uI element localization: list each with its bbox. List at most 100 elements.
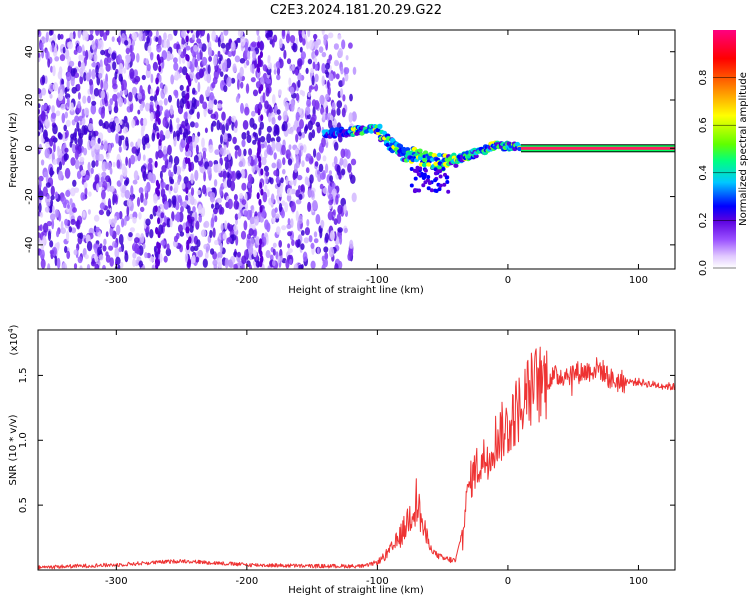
noise-blob	[219, 71, 224, 77]
noise-blob	[300, 185, 304, 192]
noise-blob	[196, 100, 200, 107]
noise-blob	[269, 254, 274, 261]
noise-blob	[236, 172, 242, 178]
noise-blob	[193, 44, 199, 52]
noise-blob	[253, 215, 260, 226]
noise-blob	[224, 257, 229, 269]
noise-blob	[52, 65, 56, 77]
noise-streak-blob	[186, 100, 190, 108]
noise-blob	[322, 187, 328, 195]
noise-blob	[181, 66, 188, 76]
noise-blob	[140, 192, 144, 203]
y-tick-label-top: -20	[24, 188, 35, 204]
noise-streak-blob	[187, 135, 192, 143]
noise-blob	[112, 83, 118, 90]
noise-blob	[217, 37, 221, 48]
noise-blob	[227, 51, 233, 58]
noise-blob	[60, 103, 66, 110]
noise-blob	[65, 189, 71, 198]
noise-blob	[191, 49, 195, 57]
noise-blob	[335, 60, 339, 66]
noise-blob	[77, 256, 83, 264]
noise-blob	[204, 252, 209, 259]
noise-blob	[99, 30, 104, 38]
noise-blob	[202, 101, 208, 110]
noise-blob	[165, 129, 171, 139]
noise-blob	[256, 30, 260, 36]
noise-blob	[246, 130, 250, 136]
noise-blob	[197, 249, 203, 258]
noise-blob	[230, 41, 236, 52]
noise-blob	[89, 79, 93, 86]
noise-blob	[131, 146, 137, 154]
noise-streak-blob	[185, 93, 189, 101]
noise-blob	[173, 30, 178, 37]
noise-blob	[89, 30, 94, 36]
noise-blob	[219, 147, 224, 155]
noise-blob	[142, 170, 147, 182]
noise-blob	[125, 156, 128, 166]
noise-blob	[112, 61, 117, 71]
noise-blob	[271, 140, 276, 152]
colorbar-tick-label: 0.8	[698, 70, 709, 86]
noise-blob	[285, 259, 290, 269]
noise-blob	[133, 69, 139, 78]
noise-blob	[190, 30, 194, 34]
noise-blob	[179, 44, 185, 50]
noise-blob	[118, 247, 122, 253]
noise-blob	[192, 34, 195, 41]
noise-blob	[83, 107, 90, 116]
noise-blob	[105, 254, 111, 263]
noise-blob	[275, 213, 280, 219]
noise-blob	[237, 148, 242, 157]
noise-blob	[102, 264, 106, 269]
noise-blob	[131, 32, 137, 40]
noise-blob	[250, 77, 256, 83]
noise-blob	[289, 258, 293, 265]
noise-blob	[77, 92, 81, 100]
noise-blob	[159, 170, 163, 180]
noise-blob	[289, 86, 295, 95]
noise-streak-blob	[186, 226, 190, 234]
noise-blob	[279, 255, 283, 262]
noise-blob	[213, 99, 218, 105]
noise-blob	[295, 92, 300, 102]
noise-blob	[318, 163, 324, 173]
noise-blob	[180, 205, 184, 213]
noise-blob	[240, 41, 244, 52]
noise-blob	[285, 149, 291, 160]
noise-blob	[194, 211, 198, 223]
noise-blob	[247, 173, 253, 184]
noise-blob	[276, 109, 281, 115]
noise-blob	[132, 179, 138, 185]
noise-blob	[79, 164, 83, 172]
noise-blob	[80, 61, 86, 71]
noise-blob	[61, 112, 66, 124]
noise-blob	[91, 62, 97, 68]
noise-blob	[267, 56, 271, 64]
noise-blob	[91, 93, 96, 100]
y-tick-label-top: 0	[24, 145, 35, 151]
noise-blob	[255, 236, 260, 245]
noise-blob	[109, 167, 113, 175]
noise-blob	[50, 65, 53, 73]
noise-blob	[295, 199, 302, 205]
noise-blob	[210, 248, 215, 255]
noise-blob	[174, 182, 179, 192]
noise-blob	[243, 210, 248, 217]
noise-blob	[45, 49, 49, 60]
x-tick-label-bottom: 0	[505, 576, 511, 587]
noise-blob	[199, 30, 206, 37]
signal-tail-blob	[437, 187, 442, 192]
noise-blob	[44, 206, 50, 213]
noise-blob	[124, 40, 129, 46]
signal-tail-blob	[417, 188, 422, 193]
noise-blob	[283, 49, 287, 60]
signal-blob	[377, 123, 383, 129]
noise-blob	[287, 248, 293, 254]
noise-blob	[342, 77, 345, 86]
noise-blob	[124, 189, 130, 199]
noise-blob	[167, 34, 173, 41]
noise-blob	[208, 55, 213, 62]
noise-blob	[216, 197, 222, 204]
